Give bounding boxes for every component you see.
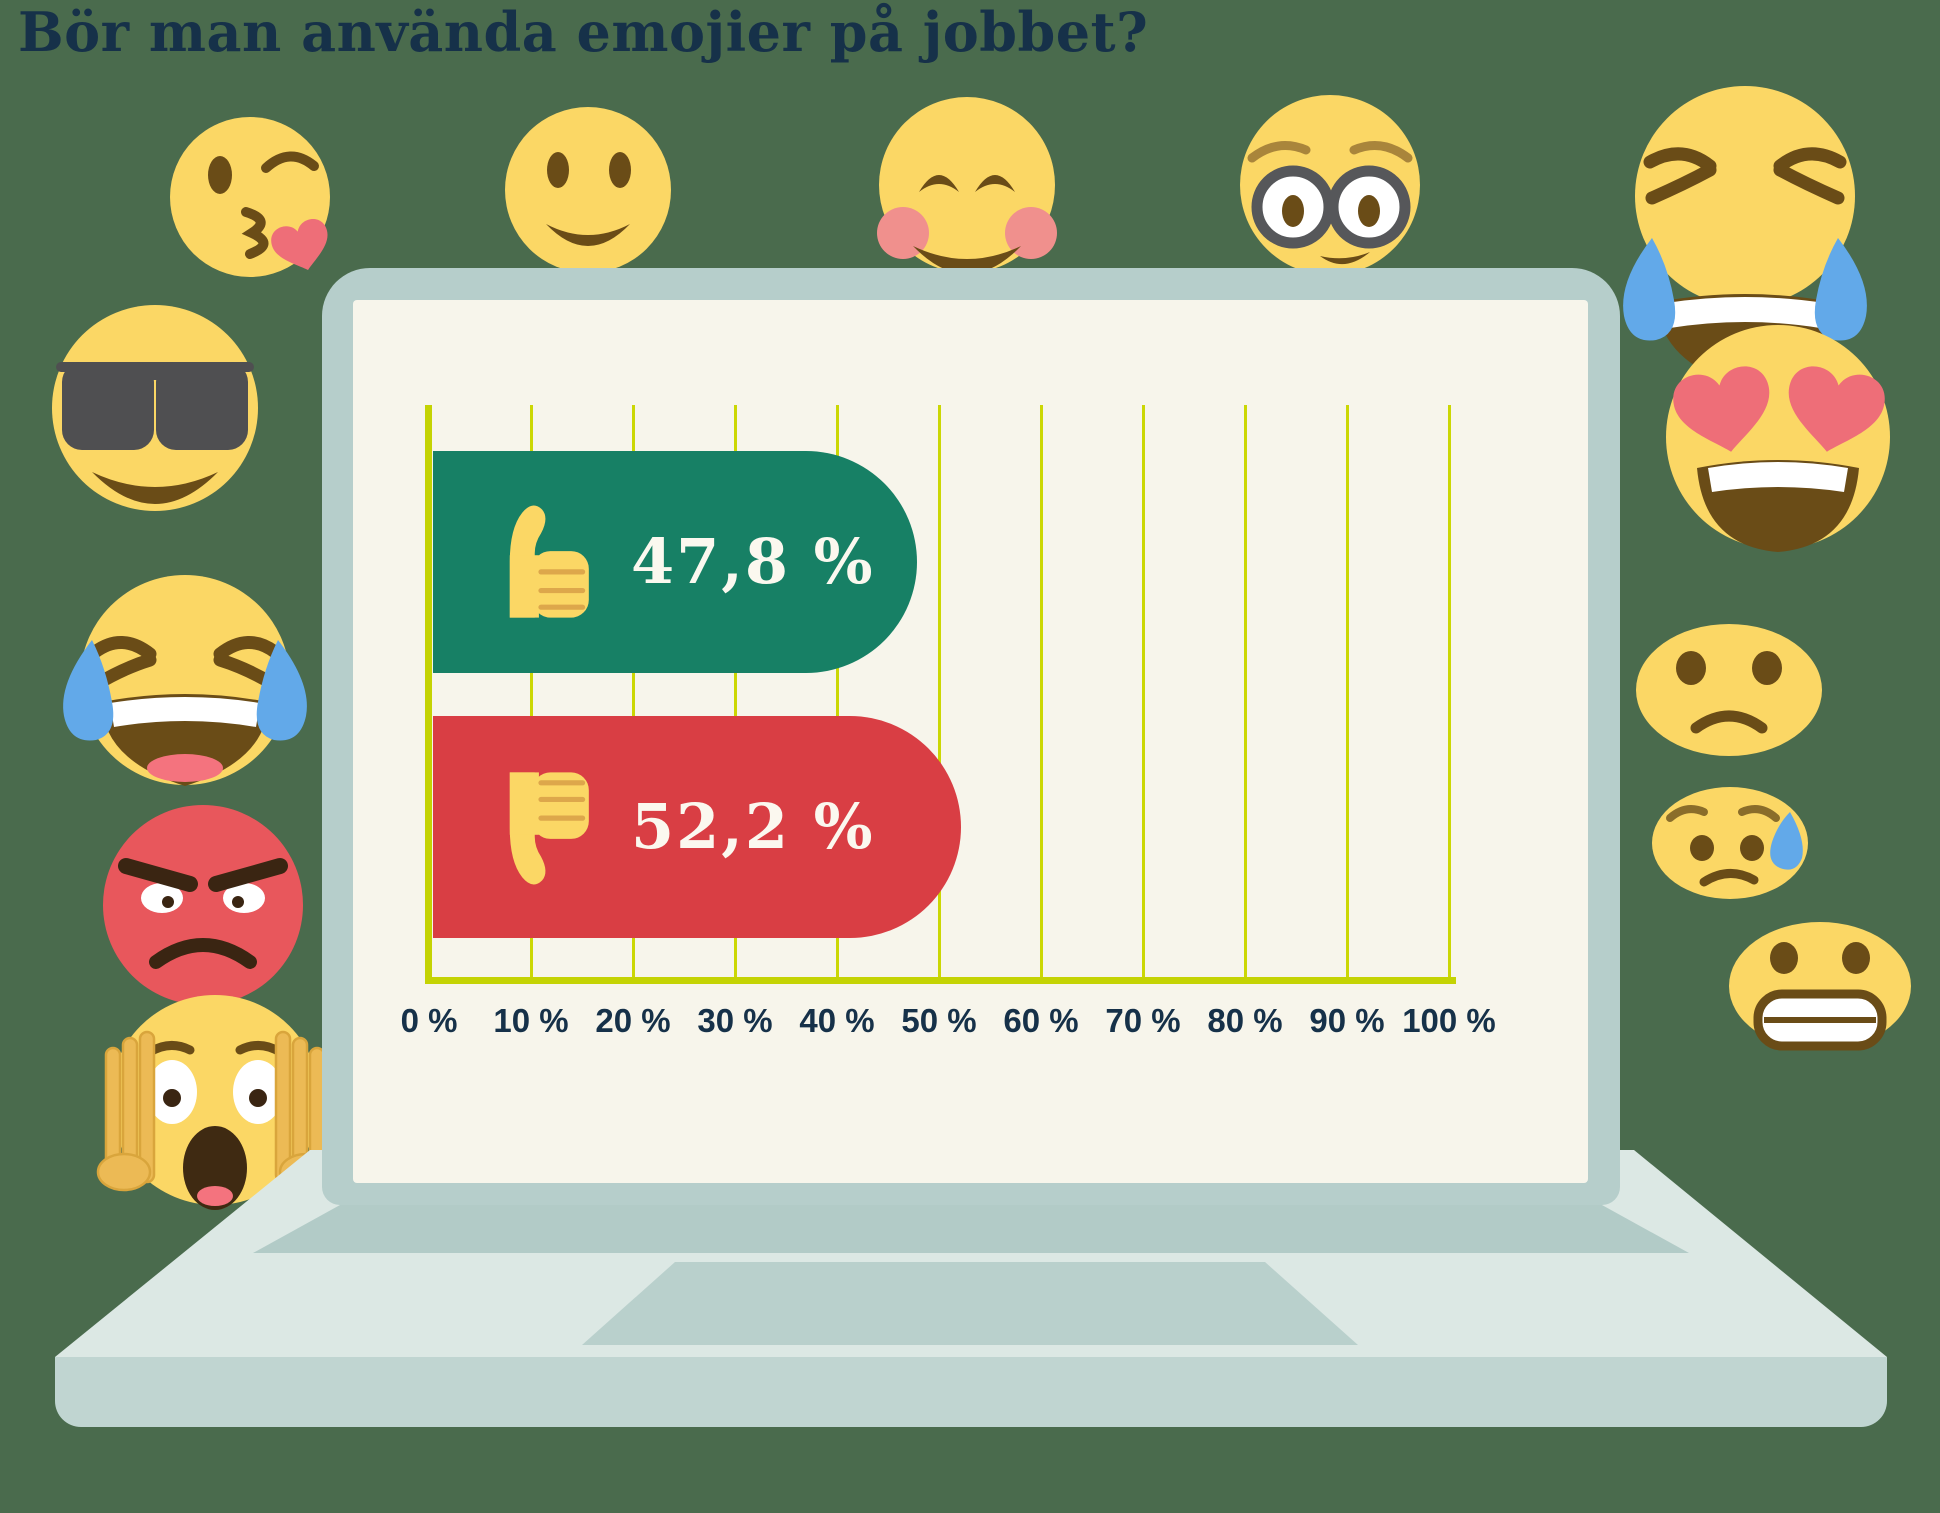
page-title: Bör man använda emojier på jobbet? bbox=[18, 0, 1149, 64]
gridline-80% bbox=[1243, 405, 1247, 977]
angry-red-face-emoji-icon bbox=[103, 805, 303, 1005]
sad-face-with-sweat-emoji-icon bbox=[1652, 787, 1808, 899]
gridline-30% bbox=[733, 405, 737, 977]
smiling-face-sunglasses-emoji-icon bbox=[52, 305, 258, 511]
grimacing-face-emoji-icon bbox=[1729, 922, 1911, 1051]
gridline-90% bbox=[1345, 405, 1349, 977]
tick-label-80%: 80 % bbox=[1207, 1002, 1283, 1039]
tick-label-10%: 10 % bbox=[493, 1002, 569, 1039]
laptop-touchpad bbox=[582, 1262, 1358, 1345]
tick-label-50%: 50 % bbox=[901, 1002, 977, 1039]
gridline-10% bbox=[529, 405, 533, 977]
laptop-screen: 47,8 % 52,2 % 0 % 10 % 20 % 30 % 40 % 50 % 60 … bbox=[353, 300, 1588, 1183]
bar-value-label-down: 52,2 % bbox=[631, 790, 875, 863]
tick-label-0%: 0 % bbox=[400, 1002, 458, 1039]
nerd-face-glasses-emoji-icon bbox=[1240, 95, 1420, 275]
y-axis-line bbox=[425, 405, 432, 984]
slightly-smiling-face-emoji-icon bbox=[505, 107, 671, 273]
thumbs-down-icon bbox=[509, 771, 589, 885]
gridline-20% bbox=[631, 405, 635, 977]
bar-thumbs-down: 52,2 % bbox=[433, 716, 962, 938]
laptop-base bbox=[55, 1357, 1887, 1427]
smiling-face-rosy-cheeks-emoji-icon bbox=[877, 97, 1057, 274]
slightly-frowning-face-emoji-icon bbox=[1636, 624, 1822, 756]
x-axis-line bbox=[425, 977, 1456, 984]
tick-label-70%: 70 % bbox=[1105, 1002, 1181, 1039]
gridline-70% bbox=[1141, 405, 1145, 977]
bar-value-label-up: 47,8 % bbox=[631, 525, 875, 598]
tick-label-40%: 40 % bbox=[799, 1002, 875, 1039]
smiling-face-heart-eyes-emoji-icon bbox=[1666, 325, 1890, 552]
face-with-tears-of-joy-left-emoji-icon bbox=[63, 575, 307, 786]
face-blowing-kiss-emoji-icon bbox=[170, 117, 330, 277]
gridline-100% bbox=[1447, 405, 1451, 977]
tick-label-90%: 90 % bbox=[1309, 1002, 1385, 1039]
laptop-keyboard-inset bbox=[253, 1205, 1689, 1253]
tick-label-30%: 30 % bbox=[697, 1002, 773, 1039]
thumbs-up-icon bbox=[509, 504, 589, 618]
tick-label-20%: 20 % bbox=[595, 1002, 671, 1039]
tick-label-60%: 60 % bbox=[1003, 1002, 1079, 1039]
gridline-40% bbox=[835, 405, 839, 977]
gridline-60% bbox=[1039, 405, 1043, 977]
gridline-50% bbox=[937, 405, 941, 977]
bar-thumbs-up: 47,8 % bbox=[433, 451, 917, 673]
tick-label-100%: 100 % bbox=[1402, 1002, 1496, 1039]
